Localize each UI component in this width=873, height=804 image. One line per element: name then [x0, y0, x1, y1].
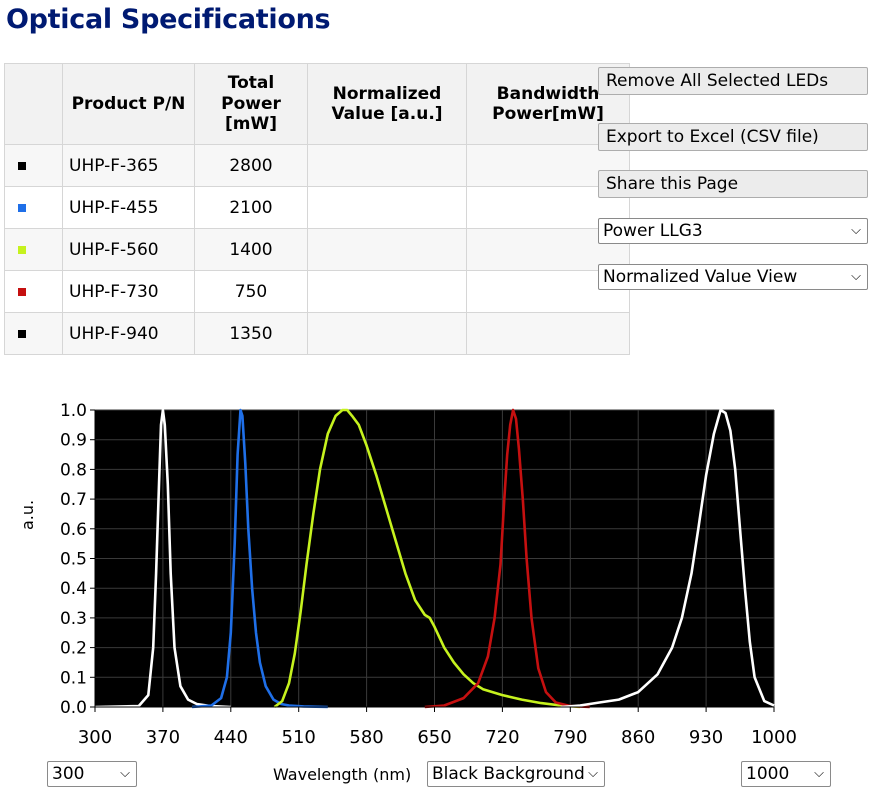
header-color [4, 63, 63, 145]
total-power: 2100 [194, 186, 308, 229]
chevron-down-icon: ⌵ [588, 766, 598, 781]
color-swatch-cell [4, 186, 63, 229]
y-tick-label: 0.8 [60, 460, 87, 480]
y-tick-label: 0.3 [60, 609, 87, 629]
total-power: 2800 [194, 144, 308, 187]
max-wavelength-value: 1000 [746, 764, 790, 784]
x-tick-label: 580 [349, 727, 383, 748]
product-pn: UHP-F-730 [62, 270, 195, 313]
y-tick-label: 0.1 [60, 668, 87, 688]
color-swatch [18, 161, 26, 170]
normalized-value [307, 270, 467, 313]
product-pn: UHP-F-365 [62, 144, 195, 187]
normalized-value [307, 186, 467, 229]
background-select[interactable]: Black Background ⌵ [427, 761, 605, 787]
total-power: 1350 [194, 312, 308, 355]
chevron-down-icon: ⌵ [120, 766, 130, 781]
min-wavelength-value: 300 [52, 764, 85, 784]
y-tick-label: 0.0 [60, 698, 87, 718]
header-normalized-value: Normalized Value [a.u.] [307, 63, 467, 145]
x-tick-label: 860 [621, 727, 655, 748]
header-total-power: Total Power [mW] [194, 63, 308, 145]
axes: 300 370 440 510 580 650 720 790 860 930 1000 0.0 0.1… [60, 401, 797, 748]
table-row[interactable]: UHP-F-730 750 [4, 270, 630, 313]
y-tick-label: 0.4 [60, 579, 87, 599]
grid-lines [94, 409, 775, 708]
y-tick-label: 0.5 [60, 550, 87, 570]
max-wavelength-select[interactable]: 1000 ⌵ [741, 761, 831, 787]
series-line-UHP-F-730 [424, 408, 590, 709]
x-tick-label: 510 [282, 727, 316, 748]
series-line-UHP-F-940 [560, 408, 775, 709]
color-swatch [18, 287, 26, 296]
led-spec-table: Product P/N Total Power [mW] Normalized … [4, 63, 630, 355]
chevron-down-icon: ⌵ [851, 269, 861, 284]
x-tick-label: 300 [78, 727, 112, 748]
series-line-UHP-F-365 [94, 408, 231, 709]
plot-background [95, 410, 774, 707]
product-pn: UHP-F-940 [62, 312, 195, 355]
table-header-row: Product P/N Total Power [mW] Normalized … [4, 63, 630, 145]
y-tick-label: 0.6 [60, 520, 87, 540]
total-power: 1400 [194, 228, 308, 271]
color-swatch-cell [4, 270, 63, 313]
x-axis-label: Wavelength (nm) [273, 765, 412, 784]
x-tick-label: 440 [214, 727, 248, 748]
table-row[interactable]: UHP-F-365 2800 [4, 144, 630, 187]
y-tick-label: 0.2 [60, 639, 87, 659]
table-row[interactable]: UHP-F-560 1400 [4, 228, 630, 271]
header-product-pn: Product P/N [62, 63, 195, 145]
table-row[interactable]: UHP-F-455 2100 [4, 186, 630, 229]
series-lines [94, 408, 775, 709]
remove-all-button[interactable]: Remove All Selected LEDs [598, 67, 868, 95]
color-swatch [18, 203, 26, 212]
power-select-value: Power LLG3 [603, 221, 703, 241]
y-axis-label: a.u. [18, 499, 37, 530]
chevron-down-icon: ⌵ [851, 223, 861, 238]
product-pn: UHP-F-455 [62, 186, 195, 229]
x-tick-label: 790 [553, 727, 587, 748]
power-select[interactable]: Power LLG3 ⌵ [598, 218, 868, 244]
color-swatch-cell [4, 228, 63, 271]
view-select-value: Normalized Value View [603, 267, 798, 287]
min-wavelength-select[interactable]: 300 ⌵ [47, 761, 137, 787]
product-pn: UHP-F-560 [62, 228, 195, 271]
share-page-button[interactable]: Share this Page [598, 170, 868, 198]
color-swatch [18, 245, 26, 254]
color-swatch-cell [4, 312, 63, 355]
series-line-UHP-F-560 [273, 408, 581, 709]
x-tick-label: 930 [689, 727, 723, 748]
bandwidth-power [466, 312, 630, 355]
normalized-value [307, 144, 467, 187]
export-csv-button[interactable]: Export to Excel (CSV file) [598, 123, 868, 151]
color-swatch-cell [4, 144, 63, 187]
x-tick-label: 720 [485, 727, 519, 748]
normalized-value [307, 312, 467, 355]
series-line-UHP-F-455 [191, 408, 328, 709]
page-title: Optical Specifications [6, 4, 331, 35]
background-select-value: Black Background [432, 764, 585, 784]
y-tick-label: 0.9 [60, 431, 87, 451]
normalized-value [307, 228, 467, 271]
view-select[interactable]: Normalized Value View ⌵ [598, 264, 868, 290]
total-power: 750 [194, 270, 308, 313]
y-tick-label: 0.7 [60, 490, 87, 510]
chevron-down-icon: ⌵ [814, 766, 824, 781]
x-tick-label: 650 [417, 727, 451, 748]
x-tick-label: 1000 [751, 727, 797, 748]
y-tick-label: 1.0 [60, 401, 87, 421]
color-swatch [18, 329, 26, 338]
table-row[interactable]: UHP-F-940 1350 [4, 312, 630, 355]
x-tick-label: 370 [146, 727, 180, 748]
